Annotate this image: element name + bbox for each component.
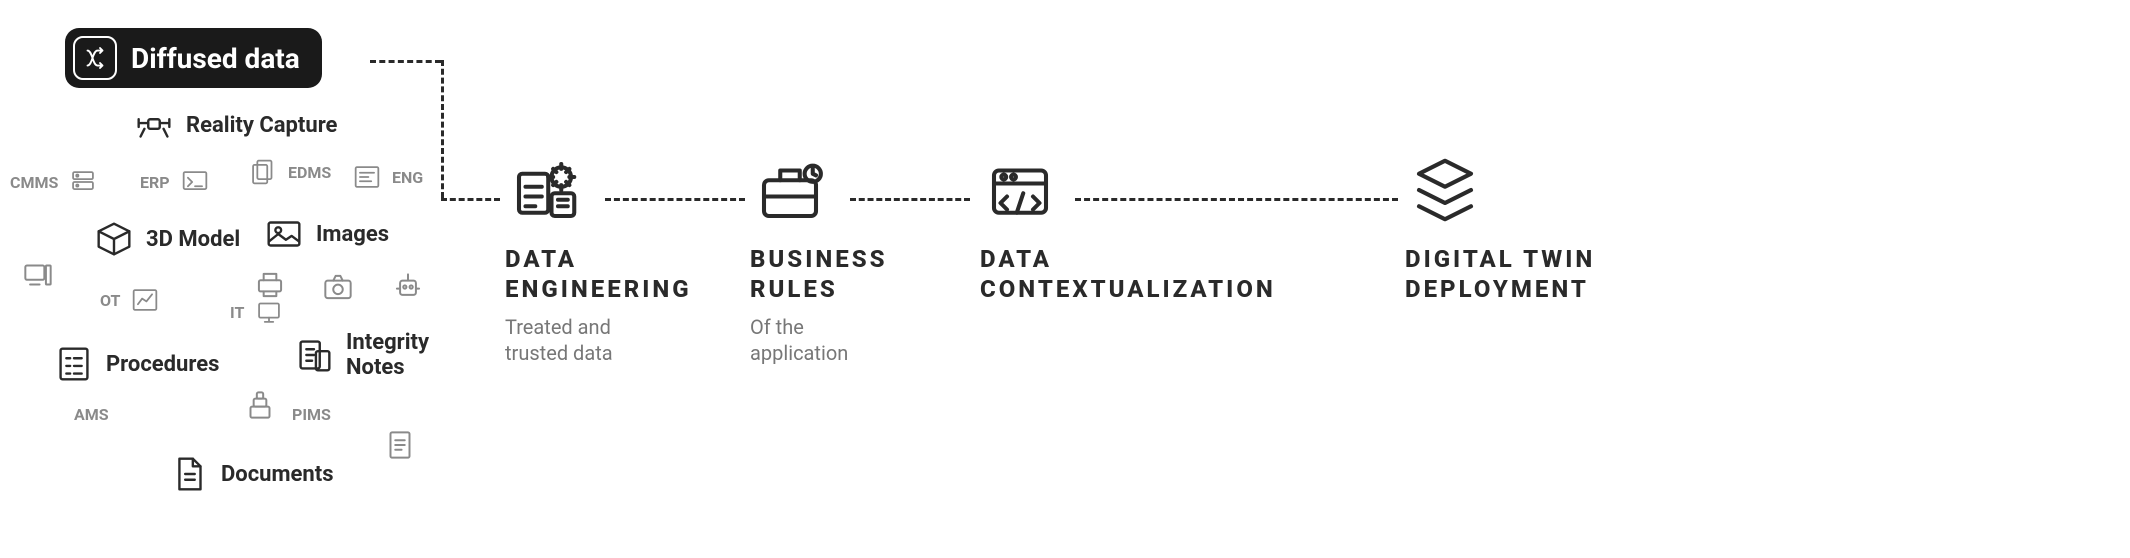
stack-icon	[240, 385, 280, 425]
cloud-node-ams: AMS	[74, 405, 109, 424]
stage-data-engineering: DATA ENGINEERING Treated and trusted data	[505, 150, 692, 366]
connector-2	[441, 198, 500, 201]
image-icon	[260, 210, 308, 258]
document-icon	[165, 450, 213, 498]
gear-doc-icon	[505, 150, 585, 230]
briefcase-icon	[750, 150, 830, 230]
cloud-node-erp: ERP	[140, 165, 212, 199]
connector-1	[441, 60, 444, 198]
checklist-icon	[50, 340, 98, 388]
cloud-node-images: Images	[260, 210, 389, 258]
stage-title: DATA CONTEXTUALIZATION	[980, 244, 1276, 304]
drone-icon	[130, 101, 178, 149]
cloud-node-integrity-notes: Integrity Notes	[290, 330, 429, 380]
page-icon	[380, 425, 420, 465]
printer-icon	[250, 265, 290, 305]
cloud-node-label: OT	[100, 291, 120, 310]
diffused-data-badge: Diffused data	[65, 28, 322, 88]
files-icon	[246, 155, 280, 189]
terminal-icon	[178, 165, 212, 199]
cloud-node-label: EDMS	[288, 163, 331, 182]
cube-icon	[90, 215, 138, 263]
stage-subtitle: Of the application	[750, 314, 887, 366]
cloud-icon-camera1	[318, 267, 358, 307]
cloud-node-label: PIMS	[292, 405, 331, 424]
cloud-node-label: CMMS	[10, 173, 58, 192]
cloud-node-label: Procedures	[106, 352, 219, 377]
data-source-cloud: Reality Capture Images 3D Model Procedures I…	[10, 95, 470, 525]
window-code-icon	[980, 150, 1060, 230]
cloud-node-eng: ENG	[350, 160, 423, 194]
cloud-node-label: ERP	[140, 173, 170, 192]
badge-label: Diffused data	[131, 42, 300, 75]
cloud-node-label: IT	[230, 303, 244, 322]
flow-icon	[73, 36, 117, 80]
cloud-icon-robot1	[388, 267, 428, 307]
stage-title: DATA ENGINEERING	[505, 244, 692, 304]
cloud-node-ot: OT	[100, 283, 162, 317]
stage-subtitle: Treated and trusted data	[505, 314, 692, 366]
stage-data-context: DATA CONTEXTUALIZATION	[980, 150, 1276, 304]
cloud-node-label: ENG	[392, 168, 423, 187]
chart-icon	[128, 283, 162, 317]
cloud-node-pims: PIMS	[292, 405, 331, 424]
cloud-node-label: Documents	[221, 462, 334, 487]
server-icon	[66, 165, 100, 199]
camera-icon	[318, 267, 358, 307]
notes-icon	[290, 331, 338, 379]
robot-icon	[388, 267, 428, 307]
cloud-node-label: AMS	[74, 405, 109, 424]
cloud-node-label: 3D Model	[146, 227, 240, 252]
stage-title: DIGITAL TWIN DEPLOYMENT	[1405, 244, 1595, 304]
stage-business-rules: BUSINESS RULES Of the application	[750, 150, 887, 366]
cloud-icon-extra2	[380, 425, 420, 465]
cloud-icon-extra1	[240, 385, 280, 425]
cloud-node-edms: EDMS	[246, 155, 331, 189]
cloud-icon-pc1	[18, 255, 58, 295]
blueprint-icon	[350, 160, 384, 194]
cloud-node-3d-model: 3D Model	[90, 215, 240, 263]
cloud-icon-printer1	[250, 265, 290, 305]
connector-0	[370, 60, 441, 63]
cloud-node-label: Reality Capture	[186, 113, 337, 138]
stage-title: BUSINESS RULES	[750, 244, 887, 304]
cloud-node-label: Integrity Notes	[346, 330, 429, 380]
layers-icon	[1405, 150, 1485, 230]
cloud-node-label: Images	[316, 222, 389, 247]
pc-icon	[18, 255, 58, 295]
cloud-node-cmms: CMMS	[10, 165, 100, 199]
cloud-node-procedures: Procedures	[50, 340, 219, 388]
cloud-node-documents: Documents	[165, 450, 334, 498]
stage-digital-twin: DIGITAL TWIN DEPLOYMENT	[1405, 150, 1595, 304]
cloud-node-reality-capture: Reality Capture	[130, 101, 337, 149]
